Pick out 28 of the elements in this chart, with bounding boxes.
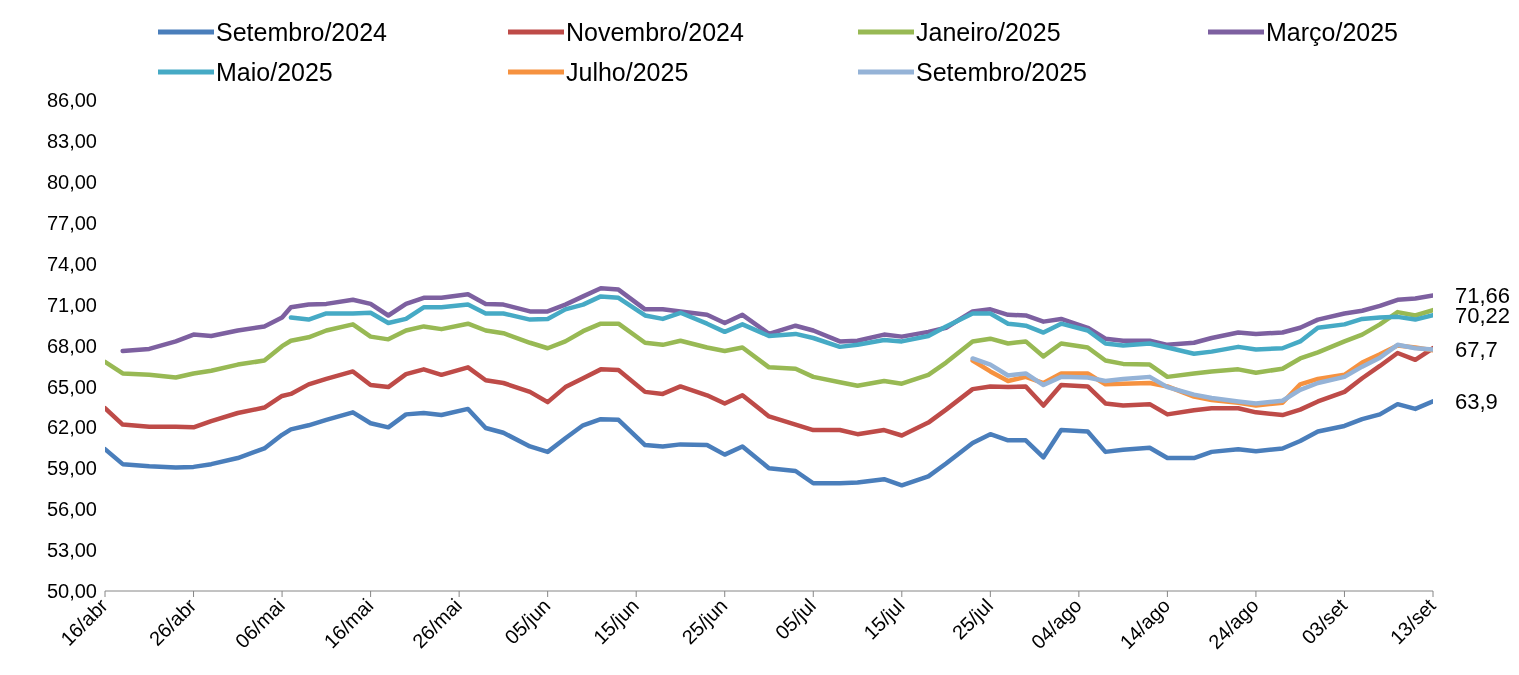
legend-label: Março/2025 (1266, 17, 1399, 47)
legend-label: Maio/2025 (216, 57, 333, 87)
legend-label: Novembro/2024 (566, 17, 744, 47)
line-series (288, 294, 1433, 356)
legend-label: Janeiro/2025 (916, 17, 1061, 47)
legend-label: Setembro/2024 (216, 17, 387, 47)
line-series (105, 399, 1433, 488)
y-tick-label: 65,00 (46, 375, 97, 398)
y-tick-label: 68,00 (46, 334, 97, 357)
y-tick-label: 56,00 (46, 498, 97, 521)
line-series (105, 345, 1433, 438)
line-series (105, 307, 1433, 388)
annotation: 63,9 (1455, 389, 1498, 415)
legend-label: Setembro/2025 (916, 57, 1087, 87)
y-tick-label: 62,00 (46, 416, 97, 439)
y-tick-label: 50,00 (46, 580, 97, 603)
annotation: 67,7 (1455, 337, 1498, 363)
annotation: 71,66 (1455, 283, 1511, 309)
legend-label: Julho/2025 (566, 57, 689, 87)
y-tick-label: 59,00 (46, 457, 97, 480)
y-tick-label: 77,00 (46, 211, 97, 234)
y-tick-label: 86,00 (46, 89, 97, 112)
y-tick-label: 53,00 (46, 539, 97, 562)
line-series (120, 285, 1433, 354)
y-tick-label: 80,00 (46, 170, 97, 193)
y-tick-label: 83,00 (46, 130, 97, 153)
y-tick-label: 74,00 (46, 252, 97, 275)
y-tick-label: 71,00 (46, 293, 97, 316)
